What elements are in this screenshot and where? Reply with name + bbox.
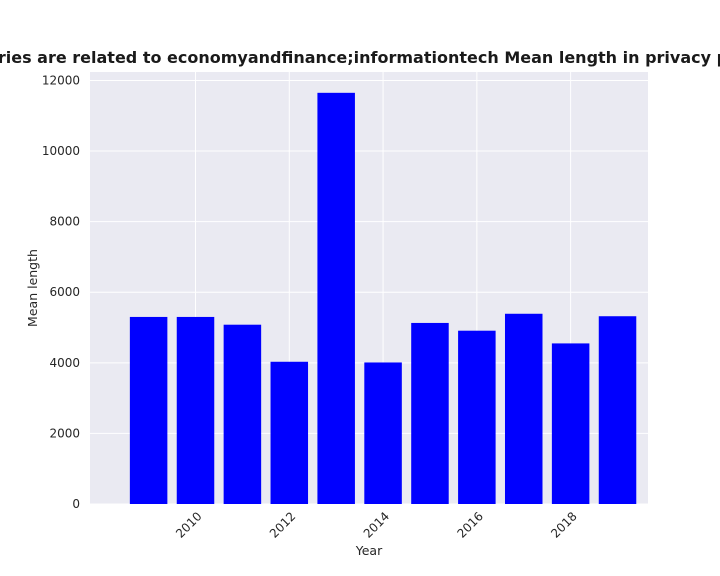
x-tick-label: 2018 xyxy=(548,509,579,540)
y-tick-label: 6000 xyxy=(49,285,80,299)
bar-2012 xyxy=(270,361,309,504)
bars xyxy=(129,92,637,504)
x-tick-label: 2016 xyxy=(454,509,485,540)
y-tick-label: 8000 xyxy=(49,215,80,229)
x-tick-label: 2012 xyxy=(267,509,298,540)
y-axis-label: Mean length xyxy=(25,249,40,327)
bar-2016 xyxy=(458,330,496,504)
x-axis-label: Year xyxy=(355,543,383,558)
bar-2010 xyxy=(176,316,215,504)
bar-2009 xyxy=(129,316,168,504)
bar-2015 xyxy=(411,322,449,504)
y-tick-label: 4000 xyxy=(49,356,80,370)
y-tick-label: 12000 xyxy=(42,73,80,87)
x-tick-label: 2010 xyxy=(173,509,204,540)
chart-title: categories are related to economyandfina… xyxy=(0,48,720,67)
y-tick-labels: 0 2000 4000 6000 8000 10000 12000 xyxy=(42,73,80,511)
bar-2017 xyxy=(504,313,543,504)
bar-2011 xyxy=(223,324,262,504)
y-tick-label: 2000 xyxy=(49,426,80,440)
bar-2014 xyxy=(364,362,402,504)
bar-2013 xyxy=(317,92,355,504)
y-tick-label: 10000 xyxy=(42,144,80,158)
bar-2019 xyxy=(598,316,637,504)
y-tick-label: 0 xyxy=(72,497,80,511)
x-tick-labels: 2010 2012 2014 2016 2018 xyxy=(173,509,580,540)
bar-2018 xyxy=(551,343,590,504)
x-tick-label: 2014 xyxy=(361,509,392,540)
